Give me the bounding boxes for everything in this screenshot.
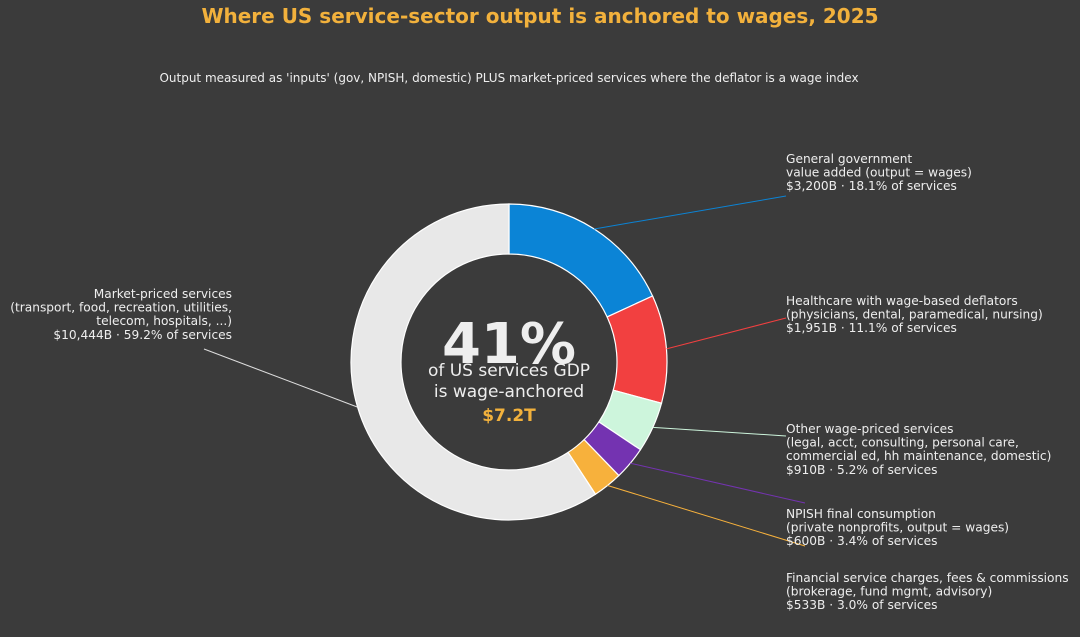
slice-label-line: $533B · 3.0% of services xyxy=(786,598,937,612)
donut-slices xyxy=(350,203,668,521)
center-line-1: of US services GDP xyxy=(428,361,590,381)
slice-label-line: (physicians, dental, paramedical, nursin… xyxy=(786,308,1043,322)
slice-label-line: $910B · 5.2% of services xyxy=(786,463,937,477)
donut-slice-1 xyxy=(508,203,654,318)
slice-label-1: General government value added (output = … xyxy=(786,152,972,193)
slice-label-6: Market-priced services (transport, food, … xyxy=(10,287,232,342)
leader-lines xyxy=(203,195,806,547)
slice-label-line: General government xyxy=(786,152,912,166)
slice-label-line: telecom, hospitals, ...) xyxy=(96,314,232,328)
slice-label-line: (private nonprofits, output = wages) xyxy=(786,521,1009,535)
slice-label-2: Healthcare with wage-based deflators (phy… xyxy=(786,294,1043,335)
slice-label-line: value added (output = wages) xyxy=(786,166,972,180)
leader-line-4 xyxy=(630,462,806,504)
leader-line-2 xyxy=(666,317,787,350)
leader-line-5 xyxy=(607,484,806,547)
slice-label-line: NPISH final consumption xyxy=(786,507,936,521)
slice-label-line: (brokerage, fund mgmt, advisory) xyxy=(786,585,992,599)
slice-label-line: Financial service charges, fees & commis… xyxy=(786,571,1069,585)
donut-slice-6 xyxy=(350,203,597,521)
chart-title: Where US service-sector output is anchor… xyxy=(201,4,879,28)
center-percent: 41% xyxy=(442,312,576,377)
chart-subtitle: Output measured as 'inputs' (gov, NPISH,… xyxy=(159,71,859,85)
slice-label-line: Healthcare with wage-based deflators xyxy=(786,294,1018,308)
slice-label-4: NPISH final consumption (private nonprofi… xyxy=(786,507,1009,548)
slice-label-3: Other wage-priced services (legal, acct, … xyxy=(786,422,1051,477)
slice-label-line: (transport, food, recreation, utilities, xyxy=(10,301,232,315)
slice-label-line: $600B · 3.4% of services xyxy=(786,534,937,548)
slice-label-line: commercial ed, hh maintenance, domestic) xyxy=(786,449,1051,463)
slice-label-line: $1,951B · 11.1% of services xyxy=(786,321,957,335)
center-line-2: is wage-anchored xyxy=(434,382,584,402)
slice-label-line: Other wage-priced services xyxy=(786,422,954,436)
slice-label-line: $3,200B · 18.1% of services xyxy=(786,179,957,193)
slice-label-line: (legal, acct, consulting, personal care, xyxy=(786,436,1019,450)
slice-labels: General government value added (output = … xyxy=(10,152,1068,612)
leader-line-6 xyxy=(203,348,358,408)
slice-label-line: $10,444B · 59.2% of services xyxy=(53,328,232,342)
slice-label-line: Market-priced services xyxy=(94,287,232,301)
slice-label-5: Financial service charges, fees & commis… xyxy=(786,571,1069,612)
center-amount: $7.2T xyxy=(482,406,536,426)
leader-line-1 xyxy=(594,195,787,230)
leader-line-3 xyxy=(652,426,787,437)
